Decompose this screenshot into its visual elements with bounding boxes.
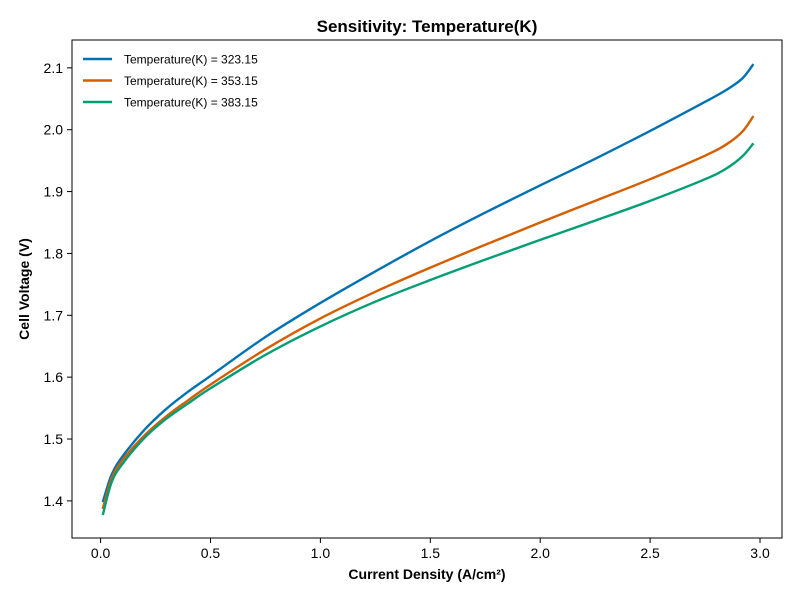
y-tick-label: 2.0: [44, 122, 64, 138]
y-tick-label: 1.9: [44, 184, 64, 200]
x-tick-label: 1.0: [311, 545, 331, 561]
legend-label-1: Temperature(K) = 323.15: [124, 53, 258, 67]
series-line-3: [101, 142, 755, 516]
x-tick-label: 3.0: [750, 545, 770, 561]
x-tick-label: 1.5: [421, 545, 441, 561]
y-axis: 1.4 1.5 1.6 1.7 1.8 1.9 2.0 2.1: [44, 60, 72, 509]
y-tick-label: 1.5: [44, 431, 64, 447]
x-tick-label: 2.0: [530, 545, 550, 561]
legend: Temperature(K) = 323.15 Temperature(K) = …: [83, 53, 258, 110]
y-tick-label: 1.7: [44, 307, 64, 323]
x-axis-label: Current Density (A/cm²): [348, 566, 505, 582]
x-tick-label: 0.5: [201, 545, 221, 561]
y-tick-label: 1.4: [44, 493, 64, 509]
legend-label-2: Temperature(K) = 353.15: [124, 74, 258, 88]
legend-label-3: Temperature(K) = 383.15: [124, 96, 258, 110]
x-axis: 0.0 0.5 1.0 1.5 2.0 2.5 3.0: [91, 538, 770, 561]
y-tick-label: 2.1: [44, 60, 64, 76]
y-tick-label: 1.8: [44, 245, 64, 261]
x-tick-label: 0.0: [91, 545, 111, 561]
series-line-2: [101, 115, 755, 510]
series-line-1: [101, 63, 755, 503]
y-tick-label: 1.6: [44, 369, 64, 385]
plot-lines: [101, 63, 755, 516]
chart-title: Sensitivity: Temperature(K): [317, 17, 538, 36]
x-tick-label: 2.5: [640, 545, 660, 561]
plot-frame: [71, 39, 783, 539]
y-axis-label: Cell Voltage (V): [16, 238, 32, 340]
